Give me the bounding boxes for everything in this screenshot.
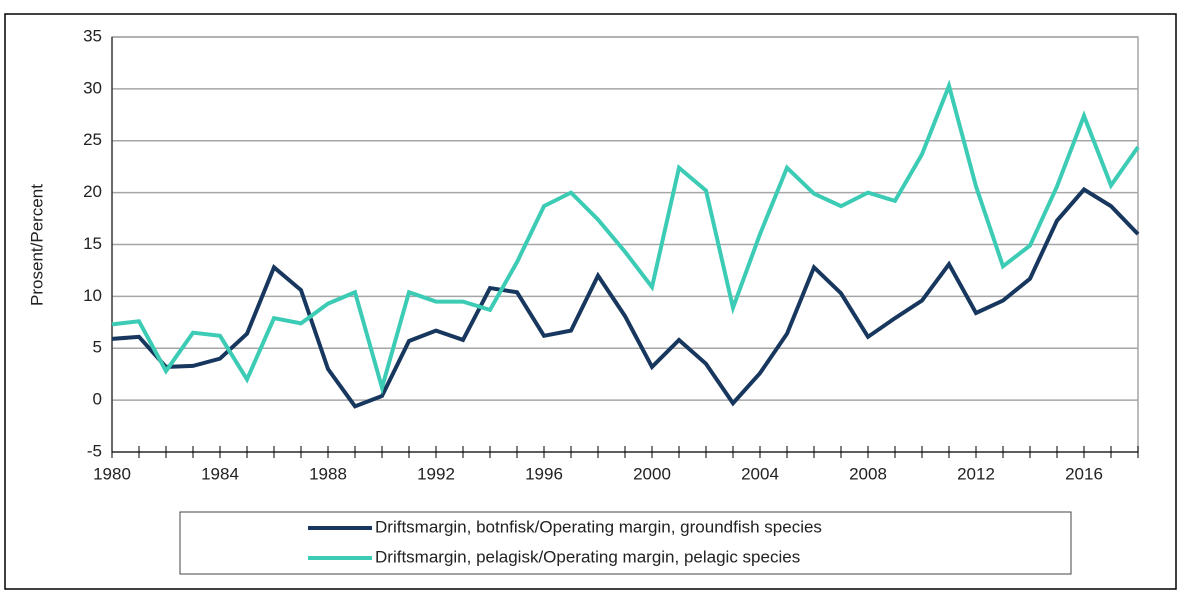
y-tick-label: 30 (83, 78, 102, 97)
y-tick-label: 25 (83, 130, 102, 149)
y-tick-label: 20 (83, 182, 102, 201)
legend-label: Driftsmargin, pelagisk/Operating margin,… (375, 547, 800, 566)
y-tick-label: 5 (93, 338, 102, 357)
x-tick-label: 1996 (525, 464, 563, 483)
y-tick-label: 10 (83, 286, 102, 305)
x-tick-label: 1984 (201, 464, 239, 483)
x-tick-label: 1980 (93, 464, 131, 483)
y-tick-label: 15 (83, 234, 102, 253)
y-tick-label: 35 (83, 26, 102, 45)
legend-label: Driftsmargin, botnfisk/Operating margin,… (375, 517, 822, 536)
x-tick-label: 2004 (741, 464, 779, 483)
x-tick-label: 2016 (1065, 464, 1103, 483)
y-tick-label: -5 (87, 441, 102, 460)
series-line (111, 186, 1140, 409)
x-tick-label: 1992 (417, 464, 455, 483)
x-tick-label: 2012 (957, 464, 995, 483)
series-line (111, 79, 1140, 396)
y-axis-label: Prosent/Percent (27, 184, 46, 306)
y-tick-label: 0 (93, 390, 102, 409)
x-tick-label: 2008 (849, 464, 887, 483)
x-tick-label: 2000 (633, 464, 671, 483)
legend (179, 511, 1072, 575)
x-tick-label: 1988 (309, 464, 347, 483)
chart-frame (4, 13, 1177, 590)
